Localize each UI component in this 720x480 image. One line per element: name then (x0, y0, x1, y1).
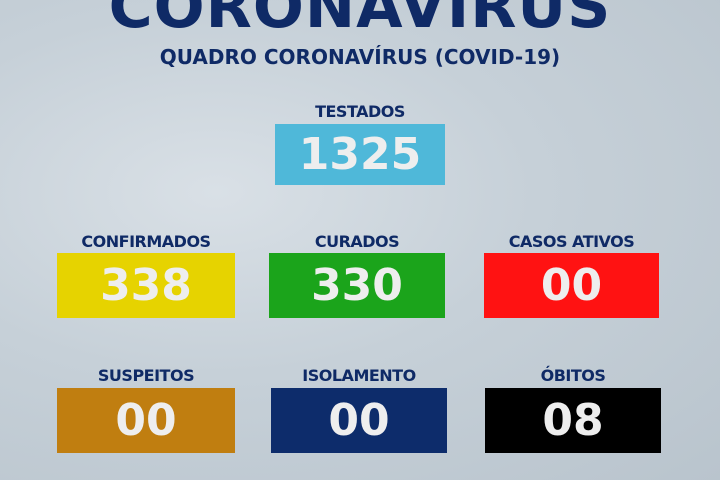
stat-label: CURADOS (314, 232, 400, 251)
stat-label: ISOLAMENTO (302, 366, 416, 385)
stat-value: 00 (57, 388, 235, 453)
stat-value: 08 (485, 388, 661, 453)
stat-label: CASOS ATIVOS (508, 232, 635, 251)
stat-value: 338 (57, 253, 235, 318)
stat-value: 1325 (275, 124, 445, 185)
stat-label: CONFIRMADOS (81, 232, 211, 251)
stat-value: 00 (271, 388, 447, 453)
stat-label: TESTADOS (315, 102, 405, 121)
stat-label: ÓBITOS (540, 366, 606, 385)
stat-value: 00 (484, 253, 659, 318)
main-title: CORONAVÍRUS (108, 0, 612, 42)
stat-label: SUSPEITOS (97, 366, 195, 385)
stat-value: 330 (269, 253, 445, 318)
subtitle: QUADRO CORONAVÍRUS (COVID-19) (159, 45, 561, 69)
